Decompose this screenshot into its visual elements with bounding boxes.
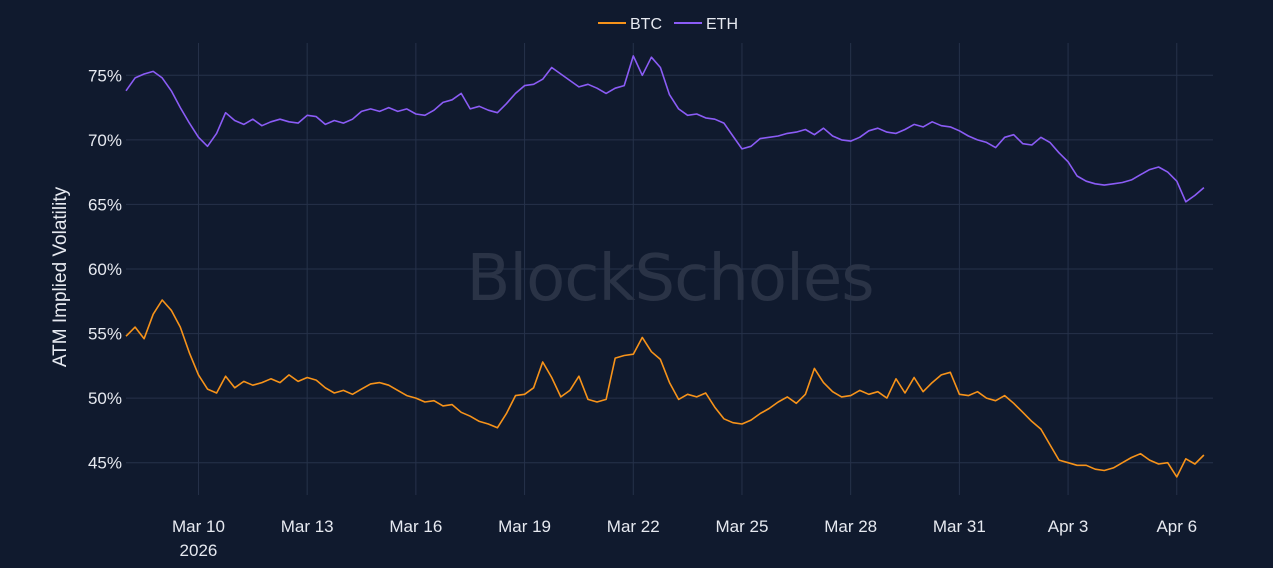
- x-tick-label: Mar 28: [824, 517, 877, 536]
- y-axis: 45% 50% 55% 60% 65% 70% 75%: [88, 66, 122, 472]
- legend-item-eth[interactable]: ETH: [674, 16, 738, 33]
- legend-label: BTC: [630, 16, 662, 33]
- x-tick-label: Apr 3: [1048, 517, 1089, 536]
- series-line-btc[interactable]: [125, 299, 1205, 478]
- y-axis-title: ATM Implied Volatility: [50, 186, 71, 367]
- x-tick-label: Mar 13: [281, 517, 334, 536]
- legend[interactable]: BTC ETH: [598, 16, 738, 33]
- x-tick-label: Mar 31: [933, 517, 986, 536]
- x-tick-label: Mar 19: [498, 517, 551, 536]
- y-tick-label: 75%: [88, 66, 122, 85]
- x-tick-sublabel: 2026: [180, 541, 218, 560]
- y-tick-label: 50%: [88, 389, 122, 408]
- watermark-text: BlockScholes: [466, 242, 873, 316]
- x-tick-label: Mar 16: [389, 517, 442, 536]
- x-tick-label: Mar 22: [607, 517, 660, 536]
- y-tick-label: 55%: [88, 325, 122, 344]
- x-tick-label: Mar 10: [172, 517, 225, 536]
- legend-item-btc[interactable]: BTC: [598, 16, 662, 33]
- x-tick-label: Mar 25: [716, 517, 769, 536]
- x-tick-label: Apr 6: [1156, 517, 1197, 536]
- y-tick-label: 60%: [88, 260, 122, 279]
- series-lines: [125, 55, 1205, 478]
- legend-label: ETH: [706, 16, 738, 33]
- y-tick-label: 45%: [88, 454, 122, 473]
- y-tick-label: 70%: [88, 131, 122, 150]
- x-axis: Mar 10 2026 Mar 13 Mar 16 Mar 19 Mar 22 Mar 25…: [172, 517, 1197, 560]
- y-tick-label: 65%: [88, 195, 122, 214]
- grid: [126, 43, 1213, 495]
- series-line-eth[interactable]: [125, 55, 1205, 203]
